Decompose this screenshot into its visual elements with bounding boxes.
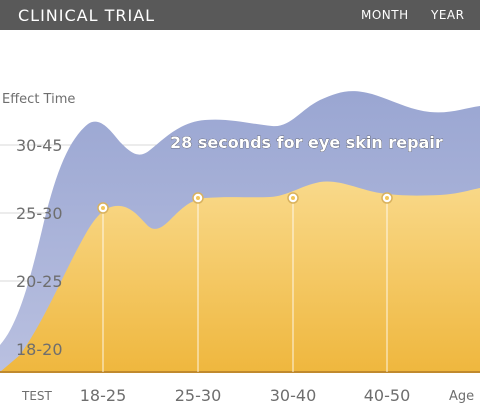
y-tick-label: 18-20 — [16, 340, 63, 359]
annotation-text: 28 seconds for eye skin repair — [170, 133, 443, 152]
y-axis-label: Effect Time — [2, 92, 75, 107]
x-tick-labels: 18-25 25-30 30-40 40-50 — [80, 386, 411, 405]
point-guide-lines — [102, 198, 388, 372]
data-point-core — [385, 196, 389, 200]
y-tick-label: 25-30 — [16, 204, 63, 223]
x-tick-label: 40-50 — [364, 386, 411, 405]
x-tick-label: 30-40 — [270, 386, 317, 405]
tab-year[interactable]: YEAR — [431, 8, 465, 22]
header-bar: CLINICAL TRIAL MONTH YEAR — [0, 0, 480, 30]
data-point-core — [196, 196, 200, 200]
x-tick-label: 18-25 — [80, 386, 127, 405]
y-tick-label: 20-25 — [16, 272, 63, 291]
x-axis-label: Age — [449, 389, 474, 404]
data-point-core — [291, 196, 295, 200]
x-first-label: TEST — [21, 389, 53, 403]
tab-month[interactable]: MONTH — [361, 8, 409, 22]
y-tick-label: 30-45 — [16, 136, 63, 155]
data-point-core — [101, 206, 105, 210]
y-tick-labels: 18-20 20-25 25-30 30-45 — [16, 136, 63, 359]
yellow-series-area — [0, 181, 480, 372]
page-title: CLINICAL TRIAL — [18, 6, 156, 25]
data-points — [97, 192, 393, 214]
x-tick-label: 25-30 — [175, 386, 222, 405]
